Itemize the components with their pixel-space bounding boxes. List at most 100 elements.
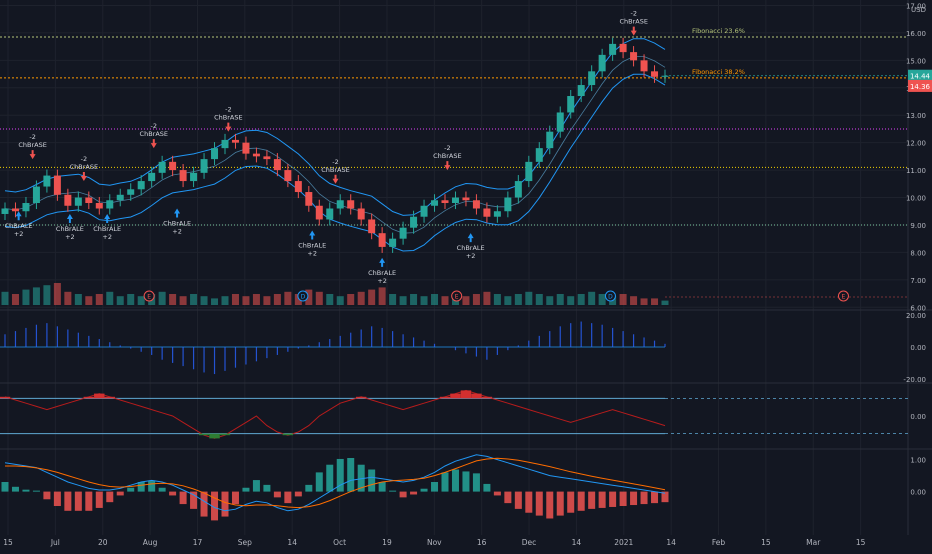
candle-body[interactable] xyxy=(525,161,533,182)
candle-body[interactable] xyxy=(169,161,177,171)
candle-body[interactable] xyxy=(410,216,418,228)
candle-body[interactable] xyxy=(661,75,669,77)
x-tick-label: 15 xyxy=(761,538,771,547)
x-tick-label: Aug xyxy=(143,538,158,547)
volume-bar xyxy=(514,294,522,305)
candle-body[interactable] xyxy=(231,139,239,143)
candle-body[interactable] xyxy=(588,71,596,86)
volume-bar xyxy=(273,294,281,305)
volume-bar xyxy=(504,296,512,305)
candle-body[interactable] xyxy=(514,181,522,198)
signal-label: -2 xyxy=(151,122,157,130)
candle-body[interactable] xyxy=(137,181,145,190)
candle-body[interactable] xyxy=(556,112,564,132)
candle-body[interactable] xyxy=(535,148,543,162)
volume-bar xyxy=(577,294,585,305)
candle-body[interactable] xyxy=(74,197,82,206)
candle-body[interactable] xyxy=(640,60,648,72)
candle-body[interactable] xyxy=(53,175,61,195)
candle-body[interactable] xyxy=(190,172,198,182)
volume-bar xyxy=(619,294,627,305)
candle-body[interactable] xyxy=(95,203,103,209)
candle-body[interactable] xyxy=(651,71,659,77)
candle-body[interactable] xyxy=(504,197,512,212)
candle-body[interactable] xyxy=(462,197,470,201)
candle-body[interactable] xyxy=(609,43,617,55)
candle-body[interactable] xyxy=(32,186,40,204)
macd-histogram-bar xyxy=(410,491,418,495)
candle-body[interactable] xyxy=(305,192,313,206)
y-tick-label: 8.00 xyxy=(910,249,926,257)
candle-body[interactable] xyxy=(179,170,187,182)
event-marker-icon[interactable] xyxy=(451,290,463,302)
candle-body[interactable] xyxy=(11,208,19,212)
currency-label: USD xyxy=(911,6,926,14)
x-tick-label: Jul xyxy=(50,538,60,547)
event-marker-icon[interactable] xyxy=(143,290,155,302)
candle-body[interactable] xyxy=(242,142,250,154)
candle-body[interactable] xyxy=(630,52,638,61)
candle-body[interactable] xyxy=(451,197,459,204)
candle-body[interactable] xyxy=(389,238,397,247)
candle-body[interactable] xyxy=(577,85,585,97)
macd-histogram-bar xyxy=(326,464,334,492)
candle-body[interactable] xyxy=(1,208,9,214)
candle-body[interactable] xyxy=(378,233,386,247)
candle-body[interactable] xyxy=(368,219,376,234)
candle-body[interactable] xyxy=(420,205,428,217)
candle-body[interactable] xyxy=(284,170,292,182)
volume-bar xyxy=(420,296,428,305)
candle-body[interactable] xyxy=(148,172,156,182)
candle-body[interactable] xyxy=(43,175,51,187)
macd-histogram-bar xyxy=(525,491,533,513)
candle-body[interactable] xyxy=(106,200,114,209)
candle-body[interactable] xyxy=(127,189,135,195)
candle-body[interactable] xyxy=(567,96,575,113)
candle-body[interactable] xyxy=(619,43,627,53)
candle-body[interactable] xyxy=(326,208,334,220)
candle-body[interactable] xyxy=(158,161,166,173)
candle-body[interactable] xyxy=(211,148,219,160)
candle-body[interactable] xyxy=(483,208,491,217)
upper-band-line xyxy=(4,38,666,216)
candle-body[interactable] xyxy=(294,181,302,193)
macd-histogram-bar xyxy=(242,487,250,492)
candle-body[interactable] xyxy=(116,194,124,201)
signal-label: ChBrASE xyxy=(321,166,349,174)
candle-body[interactable] xyxy=(431,200,439,206)
volume-bar xyxy=(200,296,208,305)
macd-histogram-bar xyxy=(74,491,82,511)
x-tick-label: 17 xyxy=(193,538,203,547)
candle-body[interactable] xyxy=(598,54,606,72)
candle-body[interactable] xyxy=(441,200,449,204)
volume-bar xyxy=(588,291,596,305)
signal-label: ChBrALE xyxy=(298,241,326,249)
candle-body[interactable] xyxy=(85,197,93,204)
candle-body[interactable] xyxy=(22,203,30,212)
candle-body[interactable] xyxy=(64,194,72,206)
candle-body[interactable] xyxy=(336,200,344,209)
candle-body[interactable] xyxy=(493,211,501,217)
candle-body[interactable] xyxy=(221,139,229,149)
volume-bar xyxy=(158,291,166,305)
fib-level-label: Fibonacci 23.6% xyxy=(692,27,745,35)
event-marker-icon[interactable] xyxy=(604,290,616,302)
sell-arrow-icon xyxy=(332,174,339,184)
event-marker-icon[interactable] xyxy=(297,290,309,302)
candle-body[interactable] xyxy=(200,159,208,173)
event-marker-icon[interactable] xyxy=(837,290,849,302)
candle-body[interactable] xyxy=(273,159,281,171)
candle-body[interactable] xyxy=(315,205,323,220)
macd-signal-line xyxy=(5,457,666,509)
x-tick-label: Nov xyxy=(427,538,442,547)
candle-body[interactable] xyxy=(546,131,554,149)
candle-body[interactable] xyxy=(263,156,271,160)
candle-body[interactable] xyxy=(252,153,260,157)
x-tick-label: 20 xyxy=(98,538,108,547)
candle-body[interactable] xyxy=(347,200,355,209)
candle-body[interactable] xyxy=(472,200,480,209)
buy-arrow-icon xyxy=(174,208,181,218)
candle-body[interactable] xyxy=(357,208,365,220)
candle-body[interactable] xyxy=(399,227,407,239)
